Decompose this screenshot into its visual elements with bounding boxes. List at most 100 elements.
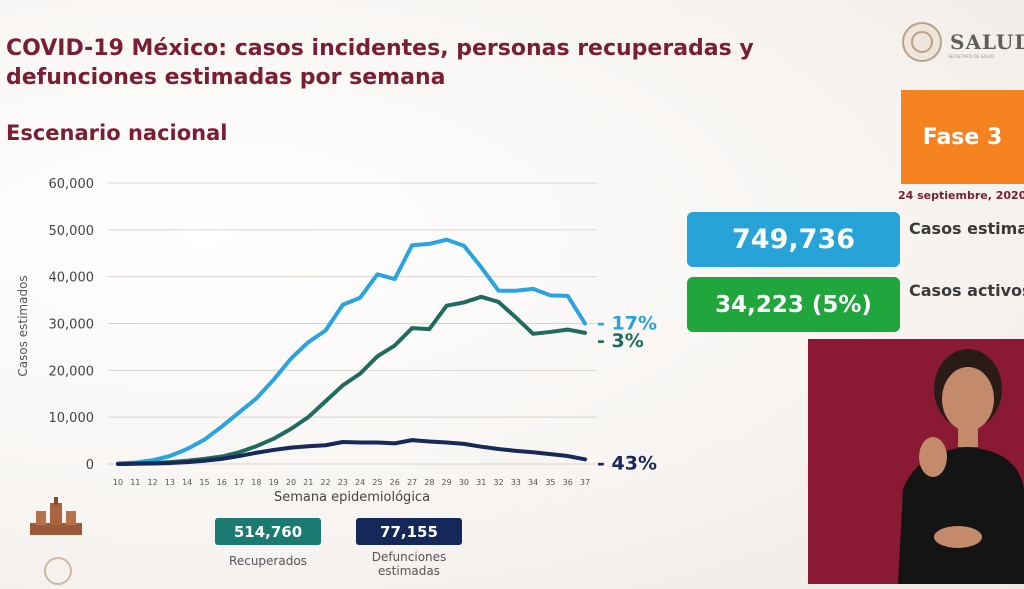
emblem-icon — [44, 557, 72, 585]
data-point-recuperados — [358, 372, 362, 376]
phase-date: 24 septiembre, 2020 — [898, 189, 1024, 202]
data-point-casos — [566, 294, 570, 298]
data-point-casos — [324, 329, 328, 333]
line-chart: 0 10,000 20,000 30,000 40,000 50,000 60,000 10… — [16, 177, 657, 505]
x-tick-label: 35 — [545, 478, 555, 487]
casos-activos-label: Casos activos estimados — [909, 281, 1024, 300]
end-label-defunciones: - 43% — [597, 452, 657, 474]
data-point-casos — [289, 357, 293, 361]
y-tick-label: 30,000 — [49, 318, 95, 333]
data-point-casos — [427, 242, 431, 246]
x-tick-label: 26 — [390, 478, 400, 487]
data-point-casos — [272, 378, 276, 382]
recuperados-label: Recuperados — [229, 554, 307, 568]
defunciones-label: Defunciones estimadas — [371, 550, 447, 578]
salud-logo: SALUD SECRETARÍA DE SALUD — [902, 22, 1024, 62]
x-tick-label: 29 — [442, 478, 452, 487]
data-point-casos — [410, 243, 414, 247]
x-tick-label: 12 — [147, 478, 157, 487]
x-tick-label: 13 — [165, 478, 175, 487]
data-point-recuperados — [410, 326, 414, 330]
x-tick-label: 22 — [320, 478, 330, 487]
data-point-casos — [514, 289, 518, 293]
x-axis-label: Semana epidemiológica — [274, 490, 430, 505]
data-point-casos — [393, 277, 397, 281]
data-point-casos — [341, 303, 345, 307]
data-point-casos — [583, 322, 587, 325]
data-point-defunciones — [220, 457, 224, 461]
data-point-recuperados — [548, 330, 552, 334]
data-point-defunciones — [375, 440, 379, 444]
data-point-defunciones — [116, 462, 120, 466]
x-tick-label: 21 — [303, 478, 313, 487]
x-tick-label: 11 — [130, 478, 140, 487]
data-point-recuperados — [306, 415, 310, 419]
data-point-recuperados — [324, 399, 328, 403]
data-point-casos — [151, 458, 155, 462]
data-point-defunciones — [566, 454, 570, 458]
casos-estimados-value: 749,736 — [687, 212, 900, 267]
data-point-recuperados — [514, 315, 518, 319]
series-line-defunciones — [116, 438, 587, 466]
data-point-casos — [202, 438, 206, 442]
data-point-recuperados — [427, 327, 431, 331]
data-point-recuperados — [393, 344, 397, 348]
y-axis-label: Casos estimados — [16, 275, 30, 376]
y-tick-label: 60,000 — [49, 177, 95, 192]
x-tick-label: 16 — [217, 478, 227, 487]
x-tick-label: 27 — [407, 478, 417, 487]
y-tick-label: 20,000 — [49, 364, 95, 379]
logo-text: SALUD — [950, 30, 1024, 54]
data-point-casos — [531, 287, 535, 291]
defunciones-value: 77,155 — [356, 518, 462, 545]
data-point-defunciones — [393, 441, 397, 445]
x-tick-label: 15 — [199, 478, 209, 487]
page-title: COVID-19 México: casos incidentes, perso… — [6, 36, 754, 90]
data-point-casos — [497, 289, 501, 293]
data-point-casos — [254, 396, 258, 400]
data-point-recuperados — [462, 300, 466, 304]
data-point-defunciones — [272, 448, 276, 452]
data-point-casos — [445, 238, 449, 242]
monument-icon — [30, 497, 82, 535]
x-tick-label: 24 — [355, 478, 365, 487]
series-line-casos — [116, 237, 587, 466]
page-subtitle: Escenario nacional — [6, 121, 228, 145]
y-tick-label: 10,000 — [49, 411, 95, 426]
x-tick-label: 34 — [528, 478, 538, 487]
data-point-recuperados — [237, 450, 241, 454]
data-point-defunciones — [583, 457, 587, 461]
x-tick-label: 32 — [493, 478, 503, 487]
x-tick-label: 30 — [459, 478, 469, 487]
sign-language-interpreter — [808, 339, 1024, 584]
logo-tagline: SECRETARÍA DE SALUD — [948, 54, 995, 59]
x-tick-label: 23 — [338, 478, 348, 487]
data-point-defunciones — [151, 462, 155, 466]
x-tick-label: 10 — [113, 478, 123, 487]
data-point-casos — [220, 425, 224, 429]
data-point-recuperados — [375, 354, 379, 358]
data-point-defunciones — [306, 444, 310, 448]
data-point-defunciones — [133, 462, 137, 466]
y-tick-label: 50,000 — [49, 224, 95, 239]
data-point-defunciones — [358, 440, 362, 444]
data-point-defunciones — [497, 447, 501, 451]
end-label-recuperados: - 3% — [597, 330, 644, 352]
x-tick-label: 33 — [511, 478, 521, 487]
x-tick-label: 25 — [372, 478, 382, 487]
data-point-casos — [479, 265, 483, 269]
data-point-recuperados — [531, 332, 535, 336]
x-tick-label: 28 — [424, 478, 434, 487]
data-point-casos — [375, 272, 379, 276]
data-point-recuperados — [497, 300, 501, 304]
x-tick-label: 37 — [580, 478, 590, 487]
data-point-casos — [306, 340, 310, 344]
data-point-casos — [358, 296, 362, 300]
x-tick-label: 36 — [563, 478, 573, 487]
data-point-casos — [462, 244, 466, 248]
x-tick-label: 17 — [234, 478, 244, 487]
recuperados-value: 514,760 — [215, 518, 321, 545]
data-point-recuperados — [289, 427, 293, 431]
data-point-casos — [185, 447, 189, 451]
data-point-defunciones — [514, 449, 518, 453]
